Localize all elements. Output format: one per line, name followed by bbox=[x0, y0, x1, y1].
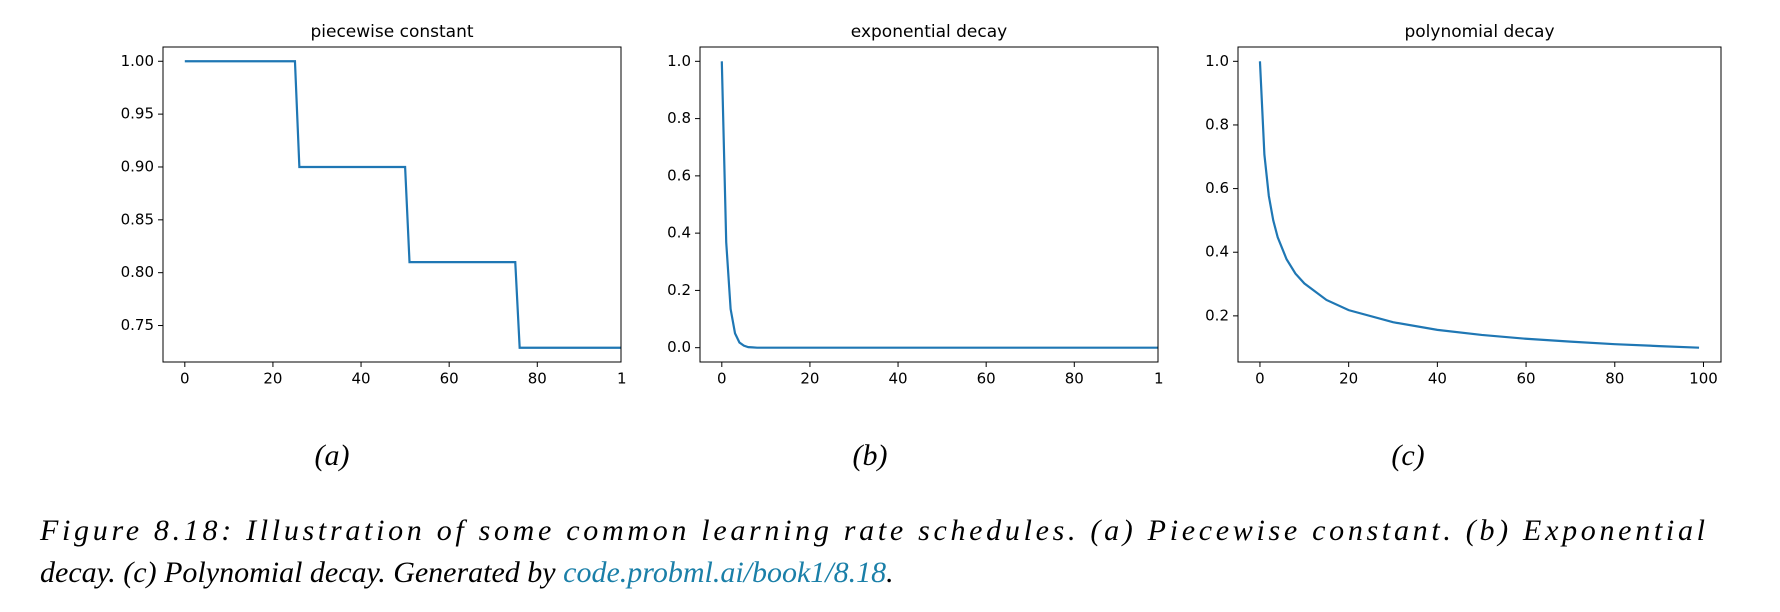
y-tick-label: 0.85 bbox=[121, 210, 154, 228]
chart-title: piecewise constant bbox=[310, 22, 473, 42]
caption-text: . bbox=[886, 556, 894, 589]
y-tick-label: 0.95 bbox=[121, 105, 154, 123]
y-tick-label: 0.4 bbox=[1205, 243, 1229, 261]
x-tick-label: 60 bbox=[1517, 370, 1536, 388]
x-tick-label: 40 bbox=[1428, 370, 1447, 388]
y-tick-label: 0.75 bbox=[121, 316, 154, 334]
x-tick-label: 0 bbox=[180, 370, 190, 388]
y-tick-label: 0.6 bbox=[667, 166, 691, 184]
y-tick-label: 1.0 bbox=[1205, 52, 1229, 70]
x-tick-label: 20 bbox=[263, 370, 282, 388]
y-tick-label: 0.80 bbox=[121, 263, 154, 281]
caption-text: decay. (c) Polynomial decay. Generated b… bbox=[40, 556, 556, 589]
chart-title: exponential decay bbox=[851, 22, 1007, 42]
y-tick-label: 0.6 bbox=[1205, 179, 1229, 197]
y-tick-label: 0.2 bbox=[1205, 306, 1229, 324]
y-tick-label: 0.4 bbox=[667, 224, 691, 242]
x-tick-label: 80 bbox=[1065, 370, 1084, 388]
y-tick-label: 1.0 bbox=[667, 52, 691, 70]
x-tick-label: 20 bbox=[1339, 370, 1358, 388]
chart-title: polynomial decay bbox=[1404, 22, 1554, 42]
subcaption: (c) bbox=[1391, 439, 1424, 472]
y-tick-label: 0.8 bbox=[667, 109, 691, 127]
x-tick-label: 20 bbox=[800, 370, 819, 388]
x-tick-label: 40 bbox=[352, 370, 371, 388]
y-tick-label: 0.90 bbox=[121, 157, 154, 175]
y-tick-label: 0.2 bbox=[667, 281, 691, 299]
x-tick-label: 80 bbox=[1605, 370, 1624, 388]
line bbox=[720, 61, 1158, 349]
caption-link[interactable]: code.probml.ai/book1/8.18 bbox=[563, 556, 886, 589]
x-tick-label: 40 bbox=[889, 370, 908, 388]
x-tick-label: 100 bbox=[1689, 370, 1718, 388]
axes-frame bbox=[162, 46, 622, 363]
subcaption: (b) bbox=[853, 439, 888, 472]
y-tick-label: 0.8 bbox=[1205, 115, 1229, 133]
line bbox=[184, 60, 621, 349]
axes-frame bbox=[699, 46, 1159, 363]
caption: Figure 8.18: Illustration of some common… bbox=[39, 514, 1705, 547]
x-tick-label: 60 bbox=[440, 370, 459, 388]
x-tick-label: 0 bbox=[1255, 370, 1265, 388]
axes-frame bbox=[1237, 46, 1722, 363]
subcaption: (a) bbox=[315, 439, 350, 472]
x-tick-label: 60 bbox=[977, 370, 996, 388]
x-tick-label: 80 bbox=[528, 370, 547, 388]
x-tick-label: 0 bbox=[717, 370, 727, 388]
x-tick-label: 1 bbox=[617, 370, 627, 388]
caption: decay. (c) Polynomial decay. Generated b… bbox=[40, 556, 894, 589]
x-tick-label: 1 bbox=[1154, 370, 1164, 388]
line bbox=[1258, 61, 1700, 349]
y-tick-label: 0.0 bbox=[667, 338, 691, 356]
y-tick-label: 1.00 bbox=[121, 52, 154, 70]
